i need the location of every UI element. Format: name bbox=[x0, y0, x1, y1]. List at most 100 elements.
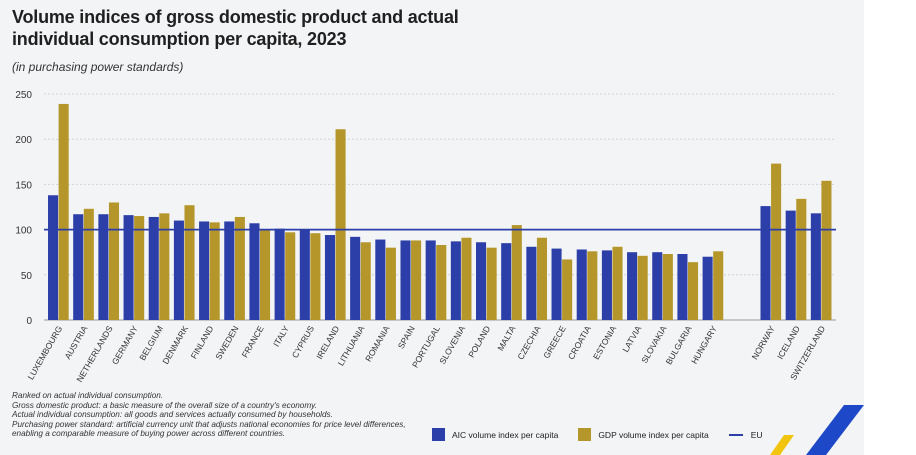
bar-gdp bbox=[360, 242, 371, 320]
bar-aic bbox=[299, 229, 310, 320]
bar-aic bbox=[425, 240, 436, 320]
bar-gdp bbox=[411, 240, 422, 320]
bar-aic bbox=[123, 215, 134, 320]
bar-gdp bbox=[83, 208, 94, 320]
bar-gdp bbox=[134, 216, 145, 320]
legend-item-gdp: GDP volume index per capita bbox=[578, 428, 709, 441]
bar-gdp bbox=[687, 262, 699, 320]
bar-aic bbox=[400, 240, 411, 320]
x-tick-label: MALTA bbox=[495, 324, 517, 353]
eurostat-logo-graphic bbox=[770, 405, 864, 455]
footnote: Ranked on actual individual consumption. bbox=[12, 391, 164, 400]
bar-aic bbox=[652, 252, 663, 320]
y-tick-label: 100 bbox=[15, 226, 32, 237]
bar-gdp bbox=[821, 180, 832, 320]
bar-aic bbox=[199, 221, 210, 320]
x-tick-label: SPAIN bbox=[396, 324, 417, 351]
bar-gdp bbox=[209, 222, 220, 320]
bar-aic bbox=[73, 214, 84, 320]
bar-aic bbox=[48, 195, 59, 320]
bar-aic bbox=[702, 256, 713, 320]
x-tick-label: CROATIA bbox=[566, 324, 593, 361]
bar-aic bbox=[98, 214, 109, 320]
bar-aic bbox=[810, 213, 821, 320]
x-tick-label: SWEDEN bbox=[213, 324, 240, 361]
bar-gdp bbox=[486, 247, 497, 320]
footnotes: Ranked on actual individual consumption.… bbox=[12, 391, 432, 439]
bar-gdp bbox=[58, 103, 69, 320]
logo-blue-stripe bbox=[806, 405, 864, 455]
x-tick-label: SLOVENIA bbox=[437, 324, 467, 366]
bar-aic bbox=[601, 250, 612, 320]
footnote: enabling a comparable measure of buying … bbox=[12, 429, 286, 439]
y-tick-label: 200 bbox=[15, 135, 32, 146]
bar-aic bbox=[375, 239, 386, 320]
x-tick-label: ROMANIA bbox=[363, 324, 392, 364]
x-tick-label: LUXEMBOURG bbox=[25, 324, 64, 381]
legend-item-aic: AIC volume index per capita bbox=[432, 428, 558, 441]
bar-aic bbox=[476, 242, 487, 320]
x-tick-label: AUSTRIA bbox=[62, 324, 89, 361]
bar-gdp bbox=[587, 251, 598, 320]
bar-aic bbox=[249, 223, 260, 320]
legend-swatch-aic bbox=[432, 428, 445, 441]
y-tick-label: 150 bbox=[15, 180, 32, 191]
bar-aic bbox=[785, 210, 796, 320]
legend-label-aic: AIC volume index per capita bbox=[452, 429, 559, 440]
footnote: Gross domestic product: a basic measure … bbox=[12, 400, 317, 410]
footnote: Actual individual consumption: all goods… bbox=[12, 410, 333, 420]
x-tick-label: BELGIUM bbox=[137, 324, 165, 362]
bar-gdp bbox=[637, 255, 648, 320]
bar-aic bbox=[450, 241, 461, 320]
bar-gdp bbox=[335, 129, 346, 320]
bar-aic bbox=[551, 248, 562, 320]
y-tick-label: 0 bbox=[26, 316, 32, 327]
x-tick-label: ICELAND bbox=[775, 324, 802, 361]
bar-gdp bbox=[612, 246, 623, 320]
chart-panel: Volume indices of gross domestic product… bbox=[0, 0, 864, 455]
x-tick-label: FRANCE bbox=[240, 324, 266, 360]
chart-title: Volume indices of gross domestic product… bbox=[12, 7, 459, 49]
bar-gdp bbox=[234, 216, 245, 320]
bar-gdp bbox=[385, 247, 396, 320]
x-tick-label: ITALY bbox=[271, 324, 291, 349]
bar-gdp bbox=[184, 205, 195, 320]
bar-gdp bbox=[562, 259, 573, 320]
bar-gdp bbox=[285, 232, 296, 320]
bar-aic bbox=[501, 243, 512, 320]
chart-subtitle: (in purchasing power standards) bbox=[12, 60, 184, 74]
bar-aic bbox=[224, 221, 235, 320]
x-tick-label: NORWAY bbox=[750, 324, 777, 361]
bar-aic bbox=[576, 249, 587, 320]
legend-swatch-gdp bbox=[578, 428, 592, 441]
bar-gdp bbox=[436, 244, 447, 320]
bar-aic bbox=[148, 216, 159, 320]
bar-gdp bbox=[310, 233, 321, 320]
bar-aic bbox=[760, 206, 771, 320]
bar-gdp bbox=[511, 225, 522, 320]
bar-aic bbox=[173, 220, 184, 320]
bar-aic bbox=[350, 236, 361, 320]
x-tick-label: POLAND bbox=[466, 324, 492, 359]
bar-gdp bbox=[796, 198, 807, 320]
bar-gdp bbox=[159, 213, 170, 320]
legend-line-eu bbox=[728, 433, 743, 436]
legend-item-eu: EU bbox=[728, 429, 763, 440]
logo-yellow-stripe bbox=[770, 435, 794, 455]
x-tick-label: HUNGARY bbox=[689, 324, 719, 366]
footnote: Purchasing power standard: artificial cu… bbox=[12, 419, 406, 429]
bar-aic bbox=[324, 235, 336, 320]
y-tick-label: 250 bbox=[15, 90, 32, 101]
x-tick-label: ESTONIA bbox=[591, 324, 618, 361]
bar-chart: 050100150200250LUXEMBOURGAUSTRIANETHERLA… bbox=[15, 90, 836, 384]
bar-aic bbox=[677, 254, 688, 320]
bar-gdp bbox=[259, 229, 271, 320]
legend-label-eu: EU bbox=[750, 429, 763, 440]
bar-aic bbox=[526, 246, 537, 320]
bar-gdp bbox=[461, 237, 472, 320]
bar-gdp bbox=[771, 163, 782, 320]
x-tick-label: FINLAND bbox=[189, 324, 216, 361]
bar-gdp bbox=[536, 237, 548, 320]
x-tick-label: CZECHIA bbox=[515, 324, 542, 362]
x-tick-label: CYPRUS bbox=[290, 324, 317, 360]
